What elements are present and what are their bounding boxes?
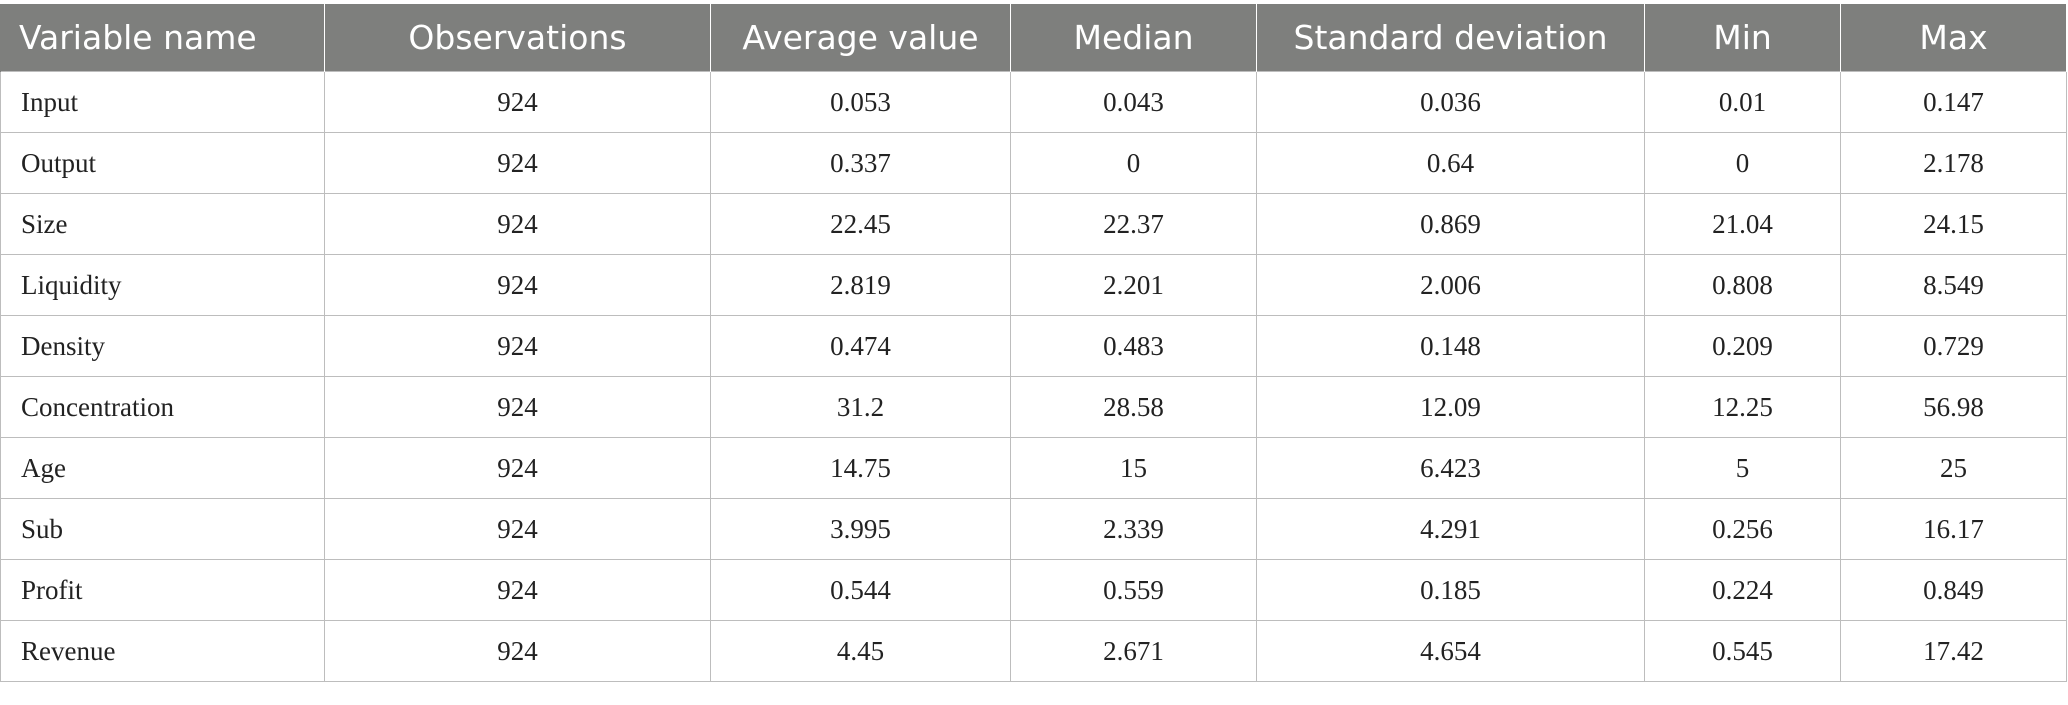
table-row: Output 924 0.337 0 0.64 0 2.178 (0, 132, 2067, 194)
average-value-cell: 22.45 (710, 193, 1011, 255)
standard-deviation-cell: 0.869 (1256, 193, 1645, 255)
standard-deviation-cell: 0.185 (1256, 559, 1645, 621)
table-header: Variable name Observations Average value… (0, 4, 2067, 72)
table-body: Input 924 0.053 0.043 0.036 0.01 0.147 Output 92… (0, 71, 2067, 682)
max-cell: 17.42 (1840, 620, 2067, 682)
standard-deviation-cell: 4.654 (1256, 620, 1645, 682)
header-standard-deviation: Standard deviation (1256, 4, 1645, 72)
standard-deviation-cell: 6.423 (1256, 437, 1645, 499)
standard-deviation-cell: 2.006 (1256, 254, 1645, 316)
variable-name-cell: Output (0, 132, 325, 194)
standard-deviation-cell: 12.09 (1256, 376, 1645, 438)
header-min: Min (1644, 4, 1841, 72)
variable-name-cell: Input (0, 71, 325, 133)
observations-cell: 924 (324, 376, 711, 438)
table-row: Input 924 0.053 0.043 0.036 0.01 0.147 (0, 71, 2067, 133)
table-row: Age 924 14.75 15 6.423 5 25 (0, 437, 2067, 499)
max-cell: 24.15 (1840, 193, 2067, 255)
table-row: Profit 924 0.544 0.559 0.185 0.224 0.849 (0, 559, 2067, 621)
header-average-value: Average value (710, 4, 1011, 72)
table-row: Concentration 924 31.2 28.58 12.09 12.25 56.98 (0, 376, 2067, 438)
median-cell: 0 (1010, 132, 1257, 194)
max-cell: 25 (1840, 437, 2067, 499)
min-cell: 5 (1644, 437, 1841, 499)
observations-cell: 924 (324, 498, 711, 560)
max-cell: 56.98 (1840, 376, 2067, 438)
variable-name-cell: Age (0, 437, 325, 499)
variable-name-cell: Liquidity (0, 254, 325, 316)
median-cell: 28.58 (1010, 376, 1257, 438)
median-cell: 0.559 (1010, 559, 1257, 621)
observations-cell: 924 (324, 254, 711, 316)
average-value-cell: 0.053 (710, 71, 1011, 133)
max-cell: 16.17 (1840, 498, 2067, 560)
standard-deviation-cell: 0.148 (1256, 315, 1645, 377)
average-value-cell: 14.75 (710, 437, 1011, 499)
median-cell: 22.37 (1010, 193, 1257, 255)
min-cell: 0 (1644, 132, 1841, 194)
average-value-cell: 31.2 (710, 376, 1011, 438)
header-row: Variable name Observations Average value… (0, 4, 2067, 72)
min-cell: 21.04 (1644, 193, 1841, 255)
median-cell: 0.483 (1010, 315, 1257, 377)
max-cell: 0.147 (1840, 71, 2067, 133)
header-observations: Observations (324, 4, 711, 72)
median-cell: 2.671 (1010, 620, 1257, 682)
header-variable-name: Variable name (0, 4, 325, 72)
median-cell: 2.339 (1010, 498, 1257, 560)
variable-name-cell: Sub (0, 498, 325, 560)
observations-cell: 924 (324, 71, 711, 133)
variable-name-cell: Size (0, 193, 325, 255)
variable-name-cell: Density (0, 315, 325, 377)
min-cell: 0.01 (1644, 71, 1841, 133)
median-cell: 2.201 (1010, 254, 1257, 316)
average-value-cell: 0.474 (710, 315, 1011, 377)
min-cell: 0.256 (1644, 498, 1841, 560)
observations-cell: 924 (324, 132, 711, 194)
observations-cell: 924 (324, 620, 711, 682)
min-cell: 0.224 (1644, 559, 1841, 621)
header-max: Max (1840, 4, 2067, 72)
summary-statistics-table: Variable name Observations Average value… (0, 4, 2067, 682)
average-value-cell: 4.45 (710, 620, 1011, 682)
min-cell: 0.808 (1644, 254, 1841, 316)
standard-deviation-cell: 0.64 (1256, 132, 1645, 194)
min-cell: 0.209 (1644, 315, 1841, 377)
max-cell: 8.549 (1840, 254, 2067, 316)
table-row: Density 924 0.474 0.483 0.148 0.209 0.729 (0, 315, 2067, 377)
median-cell: 0.043 (1010, 71, 1257, 133)
table-row: Size 924 22.45 22.37 0.869 21.04 24.15 (0, 193, 2067, 255)
variable-name-cell: Revenue (0, 620, 325, 682)
min-cell: 12.25 (1644, 376, 1841, 438)
standard-deviation-cell: 4.291 (1256, 498, 1645, 560)
table-row: Liquidity 924 2.819 2.201 2.006 0.808 8.549 (0, 254, 2067, 316)
average-value-cell: 3.995 (710, 498, 1011, 560)
min-cell: 0.545 (1644, 620, 1841, 682)
average-value-cell: 0.337 (710, 132, 1011, 194)
max-cell: 0.729 (1840, 315, 2067, 377)
average-value-cell: 0.544 (710, 559, 1011, 621)
header-median: Median (1010, 4, 1257, 72)
standard-deviation-cell: 0.036 (1256, 71, 1645, 133)
observations-cell: 924 (324, 315, 711, 377)
variable-name-cell: Concentration (0, 376, 325, 438)
max-cell: 0.849 (1840, 559, 2067, 621)
max-cell: 2.178 (1840, 132, 2067, 194)
median-cell: 15 (1010, 437, 1257, 499)
observations-cell: 924 (324, 193, 711, 255)
observations-cell: 924 (324, 437, 711, 499)
table-row: Revenue 924 4.45 2.671 4.654 0.545 17.42 (0, 620, 2067, 682)
average-value-cell: 2.819 (710, 254, 1011, 316)
variable-name-cell: Profit (0, 559, 325, 621)
observations-cell: 924 (324, 559, 711, 621)
table-row: Sub 924 3.995 2.339 4.291 0.256 16.17 (0, 498, 2067, 560)
